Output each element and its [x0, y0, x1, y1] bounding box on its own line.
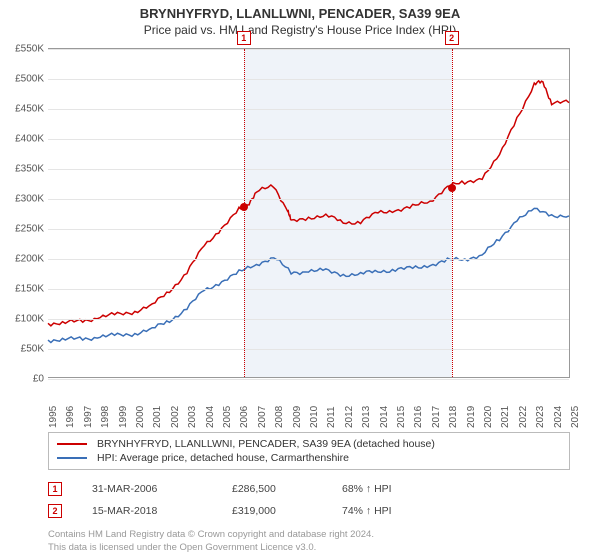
ytick-label: £50K — [0, 344, 44, 355]
gridline-h — [48, 49, 569, 50]
title-block: BRYNHYFRYD, LLANLLWNI, PENCADER, SA39 9E… — [0, 0, 600, 37]
ytick-label: £200K — [0, 254, 44, 265]
marker-badge: 1 — [237, 31, 251, 45]
ytick-label: £400K — [0, 134, 44, 145]
xtick-label: 1999 — [118, 406, 129, 428]
xtick-label: 2016 — [413, 406, 424, 428]
xtick-label: 2009 — [292, 406, 303, 428]
legend-row-property: BRYNHYFRYD, LLANLLWNI, PENCADER, SA39 9E… — [57, 437, 561, 451]
marker-row-2: 2 15-MAR-2018 £319,000 74% ↑ HPI — [48, 500, 432, 522]
legend-swatch-property — [57, 443, 87, 445]
xtick-label: 2017 — [431, 406, 442, 428]
ytick-label: £250K — [0, 224, 44, 235]
ytick-label: £0 — [0, 374, 44, 385]
xtick-label: 2006 — [239, 406, 250, 428]
gridline-h — [48, 139, 569, 140]
xtick-label: 2023 — [535, 406, 546, 428]
xtick-label: 1996 — [65, 406, 76, 428]
gridline-h — [48, 229, 569, 230]
xtick-label: 2001 — [152, 406, 163, 428]
title-line2: Price paid vs. HM Land Registry's House … — [0, 23, 600, 37]
marker-vline — [452, 49, 453, 377]
legend-label-hpi: HPI: Average price, detached house, Carm… — [97, 452, 349, 464]
ytick-label: £100K — [0, 314, 44, 325]
marker-badge-1: 1 — [48, 482, 62, 496]
xtick-label: 2015 — [396, 406, 407, 428]
marker-badge: 2 — [445, 31, 459, 45]
xtick-label: 2022 — [518, 406, 529, 428]
ytick-label: £450K — [0, 104, 44, 115]
xtick-label: 2008 — [274, 406, 285, 428]
xtick-label: 2011 — [326, 406, 337, 428]
xtick-label: 2020 — [483, 406, 494, 428]
gridline-h — [48, 109, 569, 110]
marker-date-2: 15-MAR-2018 — [92, 505, 202, 517]
ytick-label: £300K — [0, 194, 44, 205]
xtick-label: 2003 — [187, 406, 198, 428]
gridline-h — [48, 379, 569, 380]
gridline-h — [48, 349, 569, 350]
xtick-label: 2010 — [309, 406, 320, 428]
footer-line1: Contains HM Land Registry data © Crown c… — [48, 529, 374, 541]
legend-row-hpi: HPI: Average price, detached house, Carm… — [57, 451, 561, 465]
legend-swatch-hpi — [57, 457, 87, 459]
xtick-label: 2000 — [135, 406, 146, 428]
markers-table: 1 31-MAR-2006 £286,500 68% ↑ HPI 2 15-MA… — [48, 478, 432, 522]
marker-dot — [448, 184, 456, 192]
xtick-label: 2005 — [222, 406, 233, 428]
chart-area: £0£50K£100K£150K£200K£250K£300K£350K£400… — [48, 48, 570, 378]
xtick-label: 2014 — [379, 406, 390, 428]
xtick-label: 2004 — [205, 406, 216, 428]
xtick-label: 2012 — [344, 406, 355, 428]
marker-hpi-1: 68% ↑ HPI — [342, 483, 432, 495]
title-line1: BRYNHYFRYD, LLANLLWNI, PENCADER, SA39 9E… — [0, 6, 600, 21]
ytick-label: £550K — [0, 44, 44, 55]
marker-vline — [244, 49, 245, 377]
gridline-h — [48, 259, 569, 260]
plot-svg — [48, 49, 569, 377]
marker-badge-2: 2 — [48, 504, 62, 518]
marker-date-1: 31-MAR-2006 — [92, 483, 202, 495]
ytick-label: £150K — [0, 284, 44, 295]
gridline-h — [48, 79, 569, 80]
footer: Contains HM Land Registry data © Crown c… — [48, 529, 374, 554]
gridline-h — [48, 169, 569, 170]
xtick-label: 2019 — [466, 406, 477, 428]
xtick-label: 1995 — [48, 406, 59, 428]
xtick-label: 1997 — [83, 406, 94, 428]
marker-hpi-2: 74% ↑ HPI — [342, 505, 432, 517]
xtick-label: 2024 — [553, 406, 564, 428]
gridline-h — [48, 319, 569, 320]
ytick-label: £500K — [0, 74, 44, 85]
xtick-label: 2025 — [570, 406, 581, 428]
legend-box: BRYNHYFRYD, LLANLLWNI, PENCADER, SA39 9E… — [48, 432, 570, 470]
ytick-label: £350K — [0, 164, 44, 175]
marker-dot — [240, 203, 248, 211]
xtick-label: 2007 — [257, 406, 268, 428]
xtick-label: 1998 — [100, 406, 111, 428]
marker-price-2: £319,000 — [232, 505, 312, 517]
xtick-label: 2002 — [170, 406, 181, 428]
gridline-h — [48, 199, 569, 200]
marker-price-1: £286,500 — [232, 483, 312, 495]
legend-label-property: BRYNHYFRYD, LLANLLWNI, PENCADER, SA39 9E… — [97, 438, 435, 450]
footer-line2: This data is licensed under the Open Gov… — [48, 542, 374, 554]
gridline-h — [48, 289, 569, 290]
xtick-label: 2018 — [448, 406, 459, 428]
xtick-label: 2013 — [361, 406, 372, 428]
xtick-label: 2021 — [500, 406, 511, 428]
marker-row-1: 1 31-MAR-2006 £286,500 68% ↑ HPI — [48, 478, 432, 500]
